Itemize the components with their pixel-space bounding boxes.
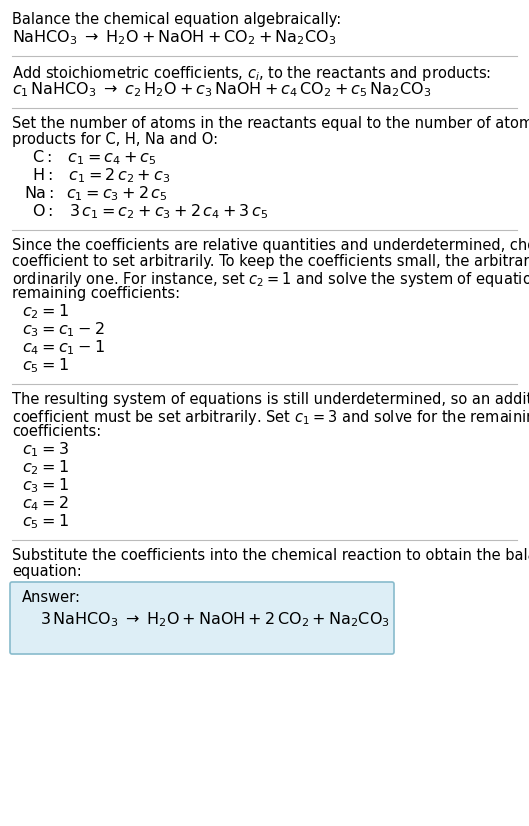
Text: $c_2 = 1$: $c_2 = 1$ — [22, 458, 69, 477]
Text: $c_4 = c_1 - 1$: $c_4 = c_1 - 1$ — [22, 338, 105, 357]
Text: Balance the chemical equation algebraically:: Balance the chemical equation algebraica… — [12, 12, 341, 27]
Text: ordinarily one. For instance, set $c_2 = 1$ and solve the system of equations fo: ordinarily one. For instance, set $c_2 =… — [12, 270, 529, 289]
Text: Set the number of atoms in the reactants equal to the number of atoms in the: Set the number of atoms in the reactants… — [12, 116, 529, 131]
Text: Answer:: Answer: — [22, 590, 81, 605]
Text: $c_3 = 1$: $c_3 = 1$ — [22, 476, 69, 495]
Text: $c_4 = 2$: $c_4 = 2$ — [22, 494, 69, 513]
Text: $c_2 = 1$: $c_2 = 1$ — [22, 302, 69, 320]
Text: coefficient to set arbitrarily. To keep the coefficients small, the arbitrary va: coefficient to set arbitrarily. To keep … — [12, 254, 529, 269]
Text: Add stoichiometric coefficients, $c_i$, to the reactants and products:: Add stoichiometric coefficients, $c_i$, … — [12, 64, 491, 83]
Text: $\mathregular{C:}\;\;\; c_1 = c_4 + c_5$: $\mathregular{C:}\;\;\; c_1 = c_4 + c_5$ — [32, 148, 157, 167]
Text: coefficients:: coefficients: — [12, 424, 101, 439]
Text: $c_3 = c_1 - 2$: $c_3 = c_1 - 2$ — [22, 320, 105, 339]
Text: $c_1\, \mathregular{NaHCO_3} \;\rightarrow\; c_2\, \mathregular{H_2O} + c_3\, \m: $c_1\, \mathregular{NaHCO_3} \;\rightarr… — [12, 80, 431, 98]
Text: The resulting system of equations is still underdetermined, so an additional: The resulting system of equations is sti… — [12, 392, 529, 407]
Text: Substitute the coefficients into the chemical reaction to obtain the balanced: Substitute the coefficients into the che… — [12, 548, 529, 563]
Text: $\mathregular{H:}\;\;\; c_1 = 2\,c_2 + c_3$: $\mathregular{H:}\;\;\; c_1 = 2\,c_2 + c… — [32, 166, 170, 185]
Text: remaining coefficients:: remaining coefficients: — [12, 286, 180, 301]
Text: Since the coefficients are relative quantities and underdetermined, choose a: Since the coefficients are relative quan… — [12, 238, 529, 253]
Text: $\mathregular{NaHCO_3} \;\rightarrow\; \mathregular{H_2O} + \mathregular{NaOH} +: $\mathregular{NaHCO_3} \;\rightarrow\; \… — [12, 28, 336, 47]
FancyBboxPatch shape — [10, 582, 394, 654]
Text: coefficient must be set arbitrarily. Set $c_1 = 3$ and solve for the remaining: coefficient must be set arbitrarily. Set… — [12, 408, 529, 427]
Text: $\mathregular{O:}\;\;\; 3\,c_1 = c_2 + c_3 + 2\,c_4 + 3\,c_5$: $\mathregular{O:}\;\;\; 3\,c_1 = c_2 + c… — [32, 202, 268, 221]
Text: products for C, H, Na and O:: products for C, H, Na and O: — [12, 132, 218, 147]
Text: $3\, \mathregular{NaHCO_3} \;\rightarrow\; \mathregular{H_2O} + \mathregular{NaO: $3\, \mathregular{NaHCO_3} \;\rightarrow… — [40, 610, 390, 629]
Text: $\mathregular{Na:}\;\; c_1 = c_3 + 2\,c_5$: $\mathregular{Na:}\;\; c_1 = c_3 + 2\,c_… — [24, 184, 168, 202]
Text: $c_5 = 1$: $c_5 = 1$ — [22, 356, 69, 375]
Text: equation:: equation: — [12, 564, 82, 579]
Text: $c_1 = 3$: $c_1 = 3$ — [22, 440, 69, 458]
Text: $c_5 = 1$: $c_5 = 1$ — [22, 512, 69, 530]
